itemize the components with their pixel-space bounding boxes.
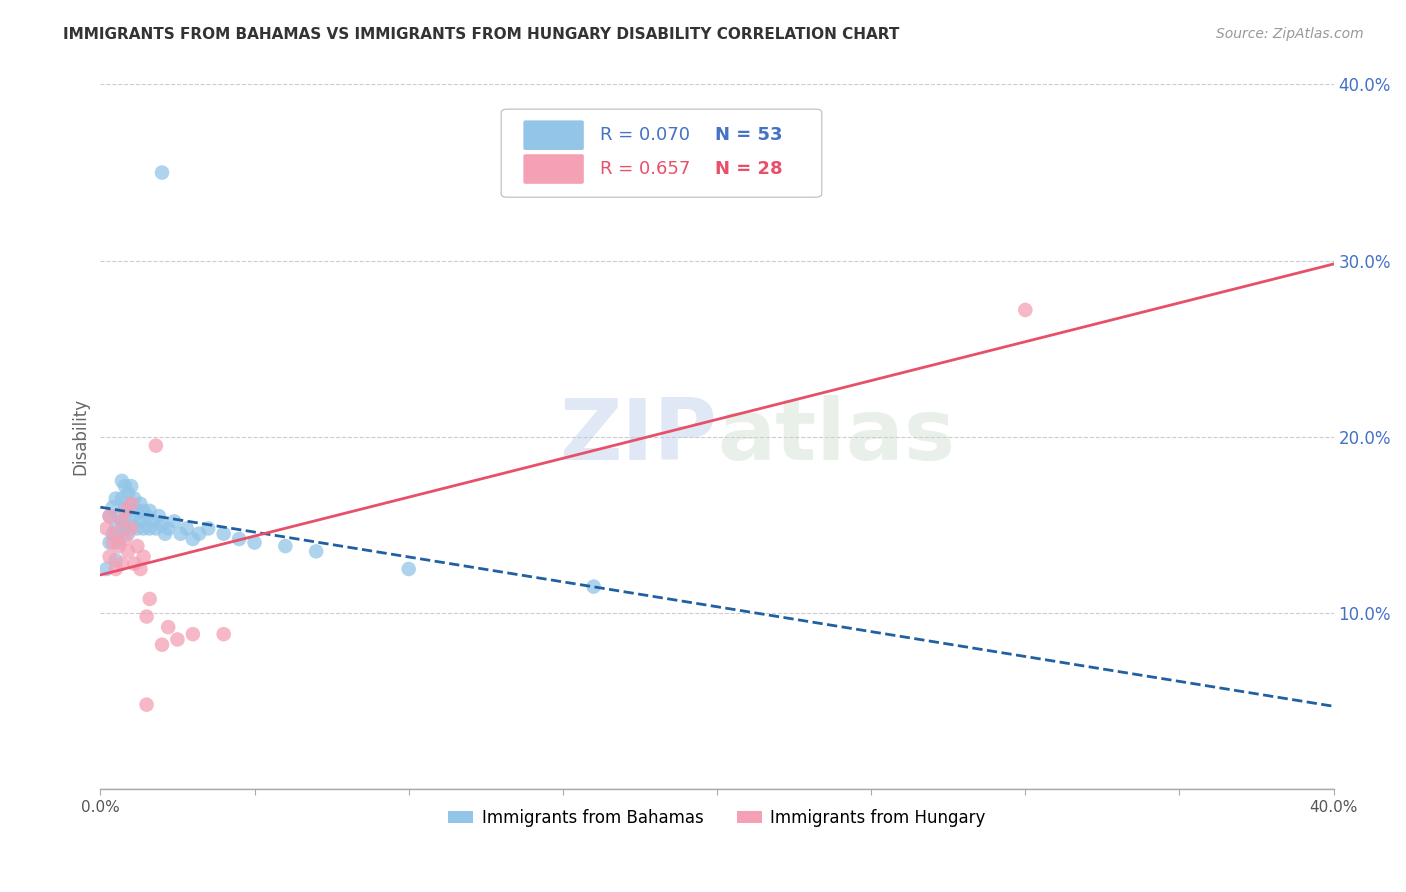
Point xyxy=(145,521,167,535)
Point xyxy=(135,609,157,624)
Point xyxy=(111,491,134,506)
Point xyxy=(114,521,136,535)
Point xyxy=(120,521,142,535)
Point xyxy=(212,526,235,541)
Point xyxy=(305,544,328,558)
Text: R = 0.070: R = 0.070 xyxy=(600,126,690,145)
Point xyxy=(135,509,157,524)
Point xyxy=(120,497,142,511)
Point xyxy=(120,517,142,532)
Point xyxy=(117,486,139,500)
Point xyxy=(117,526,139,541)
Point xyxy=(96,562,118,576)
Point xyxy=(96,521,118,535)
Y-axis label: Disability: Disability xyxy=(72,398,89,475)
Point xyxy=(197,521,219,535)
Point xyxy=(98,509,121,524)
Point xyxy=(135,698,157,712)
Text: Source: ZipAtlas.com: Source: ZipAtlas.com xyxy=(1216,27,1364,41)
Point xyxy=(111,474,134,488)
Point xyxy=(122,491,145,506)
Point xyxy=(138,504,160,518)
Point xyxy=(101,535,124,549)
Point xyxy=(150,638,173,652)
Point xyxy=(114,500,136,515)
Point xyxy=(111,515,134,529)
FancyBboxPatch shape xyxy=(523,120,583,150)
Point xyxy=(108,539,131,553)
Point xyxy=(150,165,173,179)
Point xyxy=(1014,302,1036,317)
Point xyxy=(114,479,136,493)
Point xyxy=(122,557,145,571)
Point xyxy=(104,562,127,576)
Point xyxy=(163,515,186,529)
Point xyxy=(243,535,266,549)
Point xyxy=(274,539,297,553)
Point xyxy=(111,515,134,529)
Point xyxy=(114,504,136,518)
Point xyxy=(169,526,191,541)
Point xyxy=(104,491,127,506)
Point xyxy=(101,526,124,541)
Point xyxy=(157,620,180,634)
Text: ZIP: ZIP xyxy=(560,395,717,478)
Point xyxy=(145,439,167,453)
Point xyxy=(153,526,176,541)
Point xyxy=(157,521,180,535)
Point xyxy=(108,535,131,549)
Point xyxy=(127,539,149,553)
Point xyxy=(98,549,121,564)
Point xyxy=(129,497,152,511)
Point xyxy=(148,509,170,524)
Point xyxy=(108,509,131,524)
Text: atlas: atlas xyxy=(717,395,955,478)
Point xyxy=(98,535,121,549)
Point xyxy=(228,532,250,546)
Point xyxy=(127,504,149,518)
Point xyxy=(122,509,145,524)
Point xyxy=(120,479,142,493)
Point xyxy=(111,557,134,571)
Point xyxy=(129,515,152,529)
Point xyxy=(104,521,127,535)
Point xyxy=(114,532,136,546)
FancyBboxPatch shape xyxy=(501,109,823,197)
Point xyxy=(582,580,605,594)
Point xyxy=(117,504,139,518)
Text: R = 0.657: R = 0.657 xyxy=(600,160,690,178)
Point xyxy=(142,515,165,529)
Point xyxy=(117,544,139,558)
Point xyxy=(166,632,188,647)
Point xyxy=(138,521,160,535)
Point xyxy=(132,549,155,564)
Point xyxy=(150,517,173,532)
Point xyxy=(181,627,204,641)
Point xyxy=(176,521,198,535)
Point xyxy=(120,497,142,511)
Text: IMMIGRANTS FROM BAHAMAS VS IMMIGRANTS FROM HUNGARY DISABILITY CORRELATION CHART: IMMIGRANTS FROM BAHAMAS VS IMMIGRANTS FR… xyxy=(63,27,900,42)
Text: N = 53: N = 53 xyxy=(714,126,782,145)
Point xyxy=(181,532,204,546)
Point xyxy=(398,562,420,576)
Text: N = 28: N = 28 xyxy=(714,160,782,178)
Point xyxy=(138,591,160,606)
Point xyxy=(104,553,127,567)
Point xyxy=(104,526,127,541)
Point xyxy=(98,509,121,524)
Point xyxy=(132,504,155,518)
Point xyxy=(188,526,211,541)
Point xyxy=(129,562,152,576)
Legend: Immigrants from Bahamas, Immigrants from Hungary: Immigrants from Bahamas, Immigrants from… xyxy=(441,803,993,834)
Point xyxy=(127,521,149,535)
Point xyxy=(132,521,155,535)
Point xyxy=(101,500,124,515)
FancyBboxPatch shape xyxy=(523,154,583,184)
Point xyxy=(212,627,235,641)
